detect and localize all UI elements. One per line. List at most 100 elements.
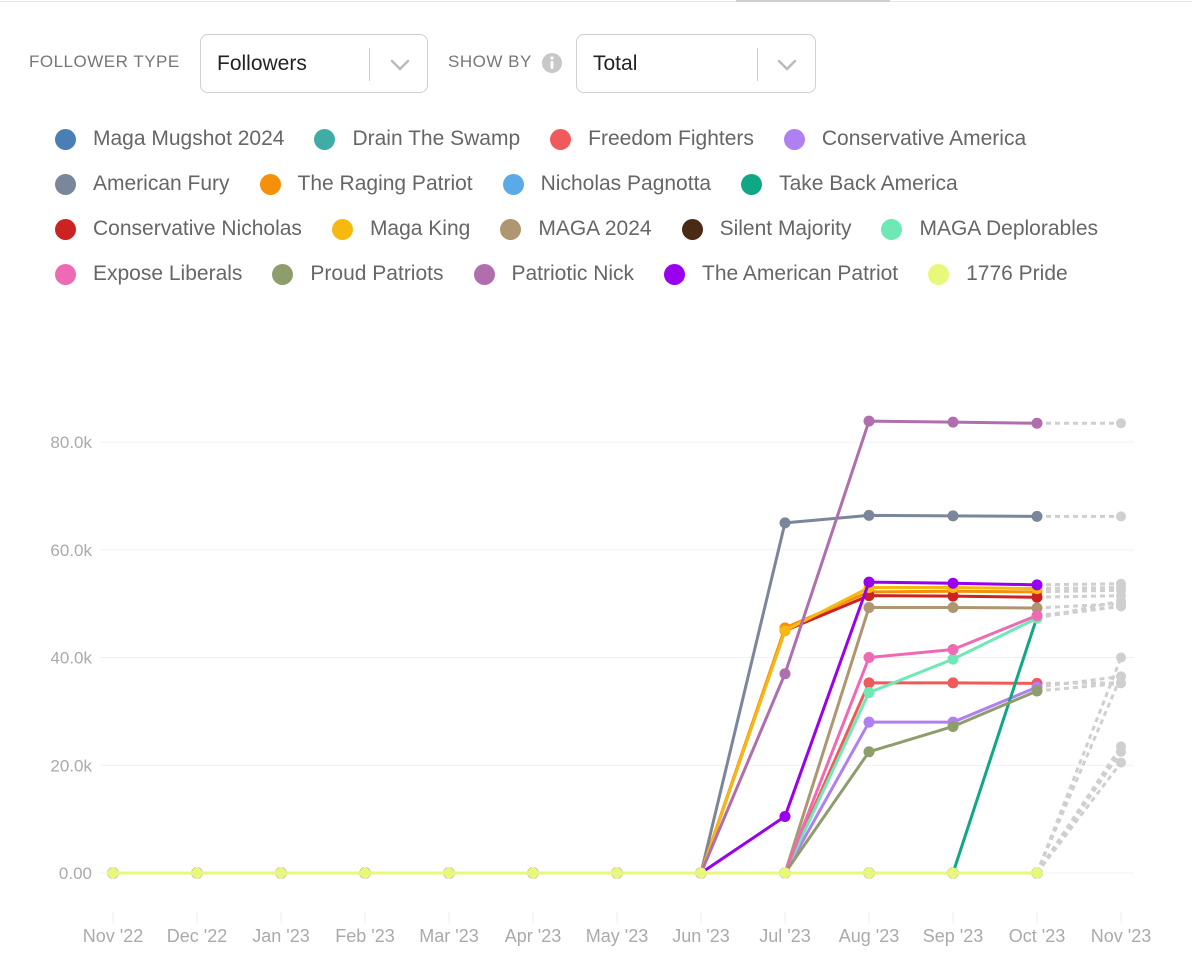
series-line <box>113 589 1038 875</box>
legend-item[interactable]: Conservative Nicholas <box>55 217 302 240</box>
data-point <box>863 867 875 879</box>
data-point <box>191 867 203 879</box>
data-point <box>191 867 203 879</box>
data-point <box>611 867 623 879</box>
data-point <box>695 867 707 879</box>
data-point <box>779 867 791 879</box>
legend-label: MAGA 2024 <box>538 217 652 240</box>
data-point <box>611 867 623 879</box>
legend-item[interactable]: Maga King <box>331 217 470 240</box>
forecast-segment <box>1035 761 1123 874</box>
series-line <box>113 594 1038 875</box>
forecast-point <box>1116 595 1126 606</box>
data-point <box>1031 591 1043 603</box>
data-point <box>359 867 371 879</box>
data-point <box>443 867 455 879</box>
data-point <box>359 867 371 879</box>
data-point <box>611 867 623 879</box>
data-point <box>191 867 203 879</box>
data-point <box>611 867 623 879</box>
legend-swatch <box>550 128 572 150</box>
data-point <box>863 576 875 588</box>
legend-item[interactable]: 1776 Pride <box>928 262 1068 285</box>
data-point <box>527 867 539 879</box>
legend-swatch <box>881 218 903 240</box>
data-point <box>779 622 791 634</box>
data-point <box>695 867 707 879</box>
data-point <box>779 867 791 879</box>
data-point <box>107 867 119 879</box>
legend-item[interactable]: Conservative America <box>783 127 1026 150</box>
follower-type-select[interactable]: Followers <box>200 34 428 93</box>
legend-label: Proud Patriots <box>310 262 444 285</box>
legend-item[interactable]: Proud Patriots <box>272 262 444 285</box>
legend-item[interactable]: Nicholas Pagnotta <box>502 172 712 195</box>
legend-item[interactable]: Take Back America <box>741 172 958 195</box>
legend-item[interactable]: MAGA 2024 <box>500 217 652 240</box>
data-point <box>275 867 287 879</box>
legend-swatch <box>331 218 353 240</box>
data-point <box>443 867 455 879</box>
data-point <box>527 867 539 879</box>
legend-label: Freedom Fighters <box>588 127 754 150</box>
data-point <box>611 867 623 879</box>
legend-item[interactable]: Expose Liberals <box>55 262 243 285</box>
data-point <box>275 867 287 879</box>
data-point <box>863 601 875 613</box>
data-point <box>191 867 203 879</box>
data-point <box>191 867 203 879</box>
legend-item[interactable]: American Fury <box>55 172 230 195</box>
legend-swatch <box>928 263 950 285</box>
series-line <box>113 580 1038 875</box>
legend-item[interactable]: The Raging Patriot <box>259 172 473 195</box>
series-line <box>113 681 1038 875</box>
legend-label: Maga Mugshot 2024 <box>93 127 285 150</box>
legend-item[interactable]: Maga Mugshot 2024 <box>55 127 285 150</box>
legend-item[interactable]: MAGA Deplorables <box>881 217 1098 240</box>
legend-swatch <box>502 173 524 195</box>
data-point <box>1031 681 1043 693</box>
data-point <box>947 653 959 665</box>
data-point <box>863 509 875 521</box>
legend-label: Nicholas Pagnotta <box>540 172 712 195</box>
data-point <box>947 867 959 879</box>
data-point <box>275 867 287 879</box>
data-point <box>1031 417 1043 429</box>
data-point <box>779 867 791 879</box>
data-point <box>443 867 455 879</box>
data-point <box>947 590 959 602</box>
data-point <box>779 625 791 637</box>
data-point <box>359 867 371 879</box>
data-point <box>779 810 791 822</box>
control-label: FOLLOWER TYPE <box>29 52 180 71</box>
info-icon[interactable] <box>541 52 563 74</box>
legend-item[interactable]: Patriotic Nick <box>473 262 634 285</box>
legend-item[interactable]: Freedom Fighters <box>550 127 754 150</box>
legend-label: Conservative Nicholas <box>93 217 302 240</box>
data-point <box>359 867 371 879</box>
data-point <box>611 867 623 879</box>
x-tick-label: Jul '23 <box>759 926 810 946</box>
data-point <box>695 867 707 879</box>
forecast-point <box>1116 418 1126 429</box>
data-point <box>1031 685 1043 697</box>
forecast-segment <box>1036 599 1122 620</box>
data-point <box>1031 867 1043 879</box>
data-point <box>695 867 707 879</box>
data-point <box>947 510 959 522</box>
legend-item[interactable]: The American Patriot <box>664 262 898 285</box>
series-line <box>113 605 1038 875</box>
data-point <box>359 867 371 879</box>
data-point <box>191 867 203 879</box>
x-tick-label: Mar '23 <box>419 926 478 946</box>
legend-label: Expose Liberals <box>93 262 243 285</box>
legend-item[interactable]: Silent Majority <box>681 217 851 240</box>
data-point <box>1031 602 1043 614</box>
x-tick-label: Dec '22 <box>167 926 227 946</box>
data-point <box>527 867 539 879</box>
legend-swatch <box>681 218 703 240</box>
legend-swatch <box>473 263 495 285</box>
data-point <box>779 625 791 637</box>
show-by-select[interactable]: Total <box>576 34 816 93</box>
legend-item[interactable]: Drain The Swamp <box>314 127 520 150</box>
